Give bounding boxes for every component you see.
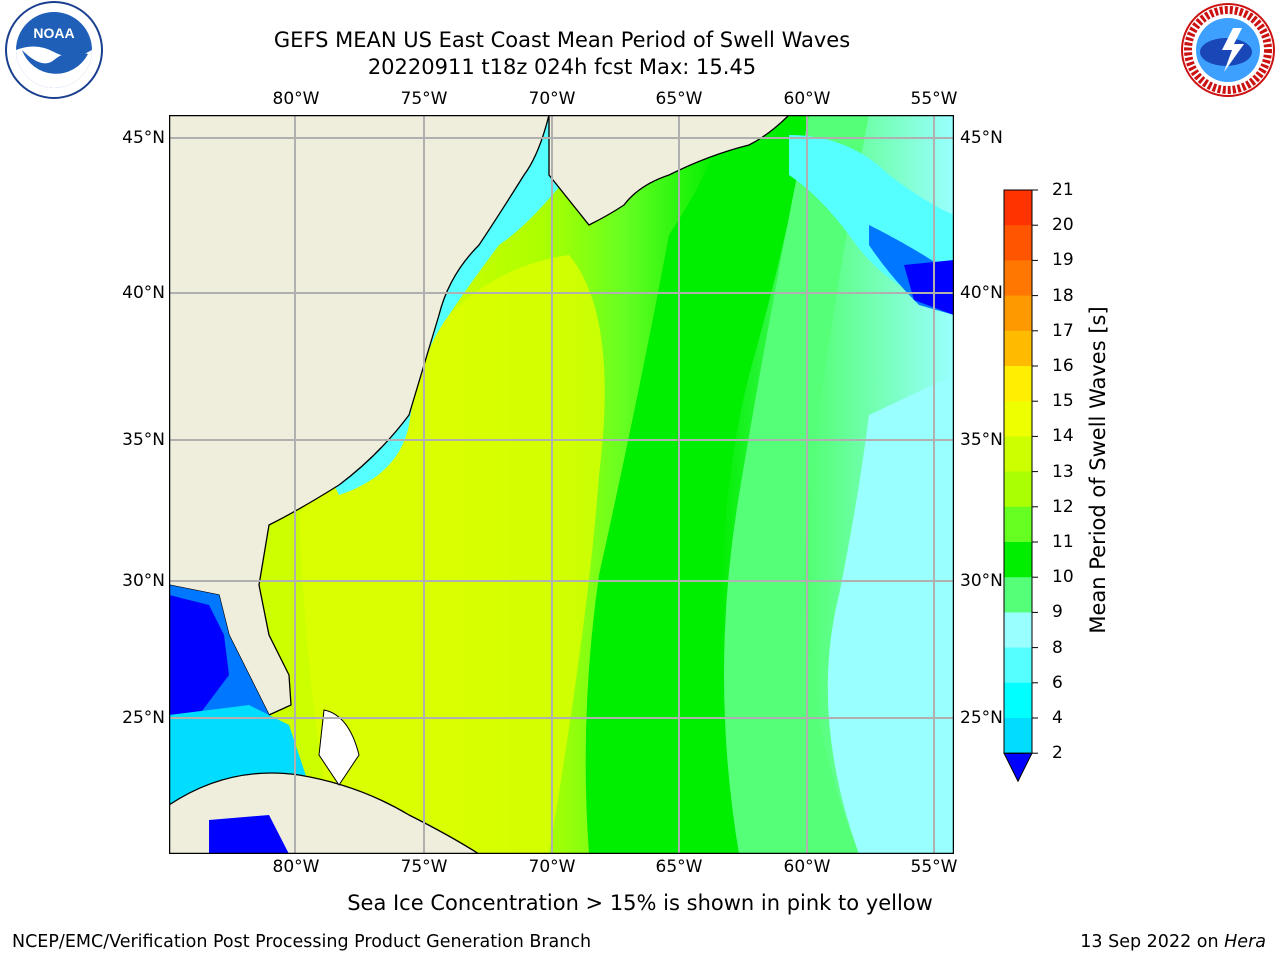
plot-title-line-1: GEFS MEAN US East Coast Mean Period of S… <box>273 28 851 52</box>
colorbar-tick-label: 12 <box>1052 496 1074 517</box>
us-east-coast-land <box>169 115 550 716</box>
colorbar-segment <box>1004 682 1032 719</box>
lon-label-bottom: 55°W <box>910 857 958 877</box>
lon-label-top: 70°W <box>528 89 576 109</box>
colorbar-tick-label: 18 <box>1052 285 1074 306</box>
colorbar-tick-label: 8 <box>1052 637 1063 658</box>
colorbar-tick-label: 15 <box>1052 391 1074 412</box>
colorbar <box>1003 189 1038 783</box>
colorbar-segment <box>1004 330 1032 367</box>
footer-date-text: 13 Sep 2022 on <box>1080 932 1225 952</box>
nws-logo <box>1181 3 1275 97</box>
footer-credit: NCEP/EMC/Verification Post Processing Pr… <box>12 932 592 952</box>
lon-label-top: 60°W <box>783 89 831 109</box>
colorbar-tick-label: 6 <box>1052 672 1063 693</box>
sea-ice-caption: Sea Ice Concentration > 15% is shown in … <box>347 891 933 915</box>
lon-label-bottom: 75°W <box>400 857 448 877</box>
colorbar-extension <box>1003 752 1033 783</box>
lat-label-right: 25°N <box>960 708 1003 728</box>
colorbar-tick-label: 2 <box>1052 743 1063 764</box>
lon-label-bottom: 65°W <box>655 857 703 877</box>
noaa-logo: NOAA <box>5 1 103 99</box>
lon-label-top: 75°W <box>400 89 448 109</box>
colorbar-segment <box>1004 612 1032 649</box>
lat-label-right: 45°N <box>960 128 1003 148</box>
lat-label-left: 45°N <box>122 128 165 148</box>
colorbar-segment <box>1004 718 1032 754</box>
colorbar-segment <box>1004 401 1032 437</box>
footer-machine: Hera <box>1224 932 1266 952</box>
lat-label-left: 30°N <box>122 571 165 591</box>
lat-label-right: 30°N <box>960 571 1003 591</box>
colorbar-segment <box>1004 190 1032 226</box>
colorbar-segment <box>1004 366 1032 402</box>
lon-label-top: 80°W <box>272 89 320 109</box>
footer-date: 13 Sep 2022 on Hera <box>1080 932 1266 952</box>
colorbar-tick-label: 21 <box>1052 180 1074 200</box>
plot-title-line-2: 20220911 t18z 024h fcst Max: 15.45 <box>367 55 757 79</box>
colorbar-tick-label: 9 <box>1052 602 1063 623</box>
colorbar-tick-label: 14 <box>1052 426 1074 447</box>
swell-band-8s <box>827 375 954 854</box>
colorbar-segment <box>1004 471 1032 508</box>
noaa-logo-text: NOAA <box>33 25 74 41</box>
colorbar-segment <box>1004 577 1032 613</box>
colorbar-segment <box>1004 542 1032 578</box>
swell-band-11s <box>585 115 809 854</box>
lon-label-top: 55°W <box>910 89 958 109</box>
swell-period-map <box>169 115 954 854</box>
lon-label-bottom: 80°W <box>272 857 320 877</box>
swell-band-9s <box>724 115 869 854</box>
lat-label-right: 40°N <box>960 283 1003 303</box>
lat-label-left: 35°N <box>122 430 165 450</box>
lat-label-left: 25°N <box>122 708 165 728</box>
colorbar-tick-label: 19 <box>1052 250 1074 271</box>
lon-label-bottom: 60°W <box>783 857 831 877</box>
colorbar-segment <box>1004 260 1032 297</box>
lon-label-top: 65°W <box>655 89 703 109</box>
colorbar-tick-label: 11 <box>1052 532 1074 552</box>
colorbar-label: Mean Period of Swell Waves [s] <box>1086 306 1110 634</box>
swell-band-13s <box>299 255 605 854</box>
colorbar-segment <box>1004 295 1032 332</box>
lon-label-bottom: 70°W <box>528 857 576 877</box>
colorbar-tick-label: 10 <box>1052 567 1074 588</box>
lat-label-left: 40°N <box>122 283 165 303</box>
colorbar-segment <box>1004 225 1032 261</box>
map-frame <box>169 115 954 854</box>
colorbar-segment <box>1004 436 1032 473</box>
colorbar-tick-label: 4 <box>1052 708 1063 728</box>
colorbar-segment <box>1004 506 1032 543</box>
lat-label-right: 35°N <box>960 430 1003 450</box>
colorbar-tick-label: 13 <box>1052 461 1074 482</box>
colorbar-tick-label: 16 <box>1052 356 1074 376</box>
colorbar-tick-label: 20 <box>1052 215 1074 236</box>
colorbar-tick-label: 17 <box>1052 320 1074 341</box>
graticule <box>169 115 954 854</box>
colorbar-segment <box>1004 647 1032 684</box>
